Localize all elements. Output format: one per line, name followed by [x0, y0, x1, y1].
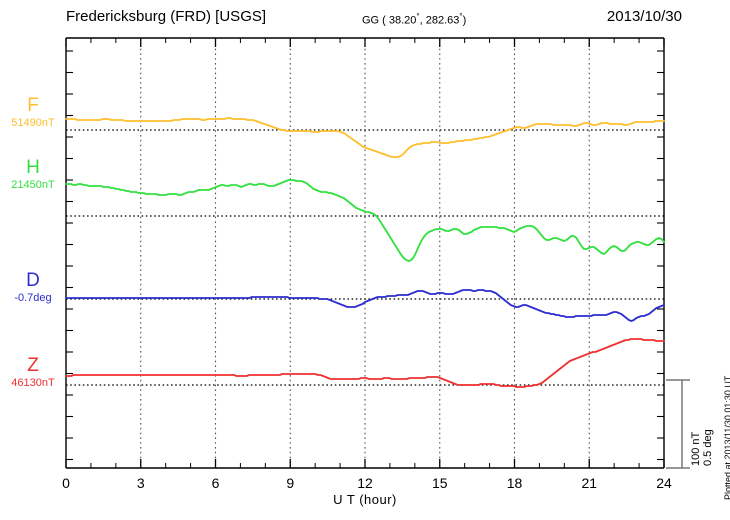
axis-ticks: [65, 38, 665, 468]
component-letter-H: H: [26, 157, 40, 178]
component-label-Z: Z 46130nT: [2, 356, 64, 390]
trace-H: [65, 179, 665, 262]
x-tick-label: 0: [62, 475, 70, 491]
degree-symbol-lon: °: [459, 12, 463, 21]
scale-bar-nt: 100 nT: [690, 431, 702, 466]
x-axis-label-text: U T (hour): [333, 492, 397, 507]
coords-mid: , 282.63: [419, 14, 460, 27]
component-letter-D: D: [26, 270, 40, 291]
component-label-D: D -0.7deg: [2, 271, 64, 305]
x-axis-label: U T (hour): [0, 492, 730, 507]
x-tick-label: 21: [581, 475, 597, 491]
grid-lines: [140, 39, 590, 467]
coords-suffix: ): [462, 14, 467, 27]
degree-symbol-lat: °: [416, 12, 420, 21]
plotted-at-caption: Plotted at 2013/11/30 01:30 UT: [723, 375, 730, 500]
component-value-F: 51490nT: [11, 117, 55, 129]
geographic-coordinates: GG ( 38.20°, 282.63°): [362, 12, 466, 27]
component-baselines: [66, 129, 664, 386]
coords-prefix: GG ( 38.20: [362, 14, 417, 27]
trace-Z: [65, 338, 665, 388]
x-tick-label: 15: [432, 475, 448, 491]
scale-bar-deg: 0.5 deg: [702, 429, 714, 466]
component-value-H: 21450nT: [11, 179, 55, 191]
component-label-F: F 51490nT: [2, 96, 64, 130]
component-label-H: H 21450nT: [2, 158, 64, 192]
data-traces: [65, 117, 665, 388]
x-tick-label: 18: [507, 475, 523, 491]
x-tick-label: 9: [286, 475, 294, 491]
component-value-D: -0.7deg: [14, 292, 52, 304]
trace-F: [65, 117, 665, 158]
x-axis-tick-labels: 0 3 6 9 12 15 18 21 24: [62, 475, 672, 491]
trace-D: [65, 289, 665, 322]
scale-bar: [666, 379, 690, 469]
x-tick-label: 24: [656, 475, 672, 491]
x-tick-label: 12: [357, 475, 373, 491]
x-tick-label: 6: [212, 475, 220, 491]
x-tick-label: 3: [137, 475, 145, 491]
observation-date: 2013/10/30: [606, 8, 682, 25]
page-title: Fredericksburg (FRD) [USGS]: [66, 8, 267, 25]
component-letter-Z: Z: [27, 355, 39, 376]
scale-bar-caption: 100 nT 0.5 deg: [690, 429, 714, 466]
component-value-Z: 46130nT: [11, 377, 55, 389]
component-letter-F: F: [27, 95, 39, 116]
